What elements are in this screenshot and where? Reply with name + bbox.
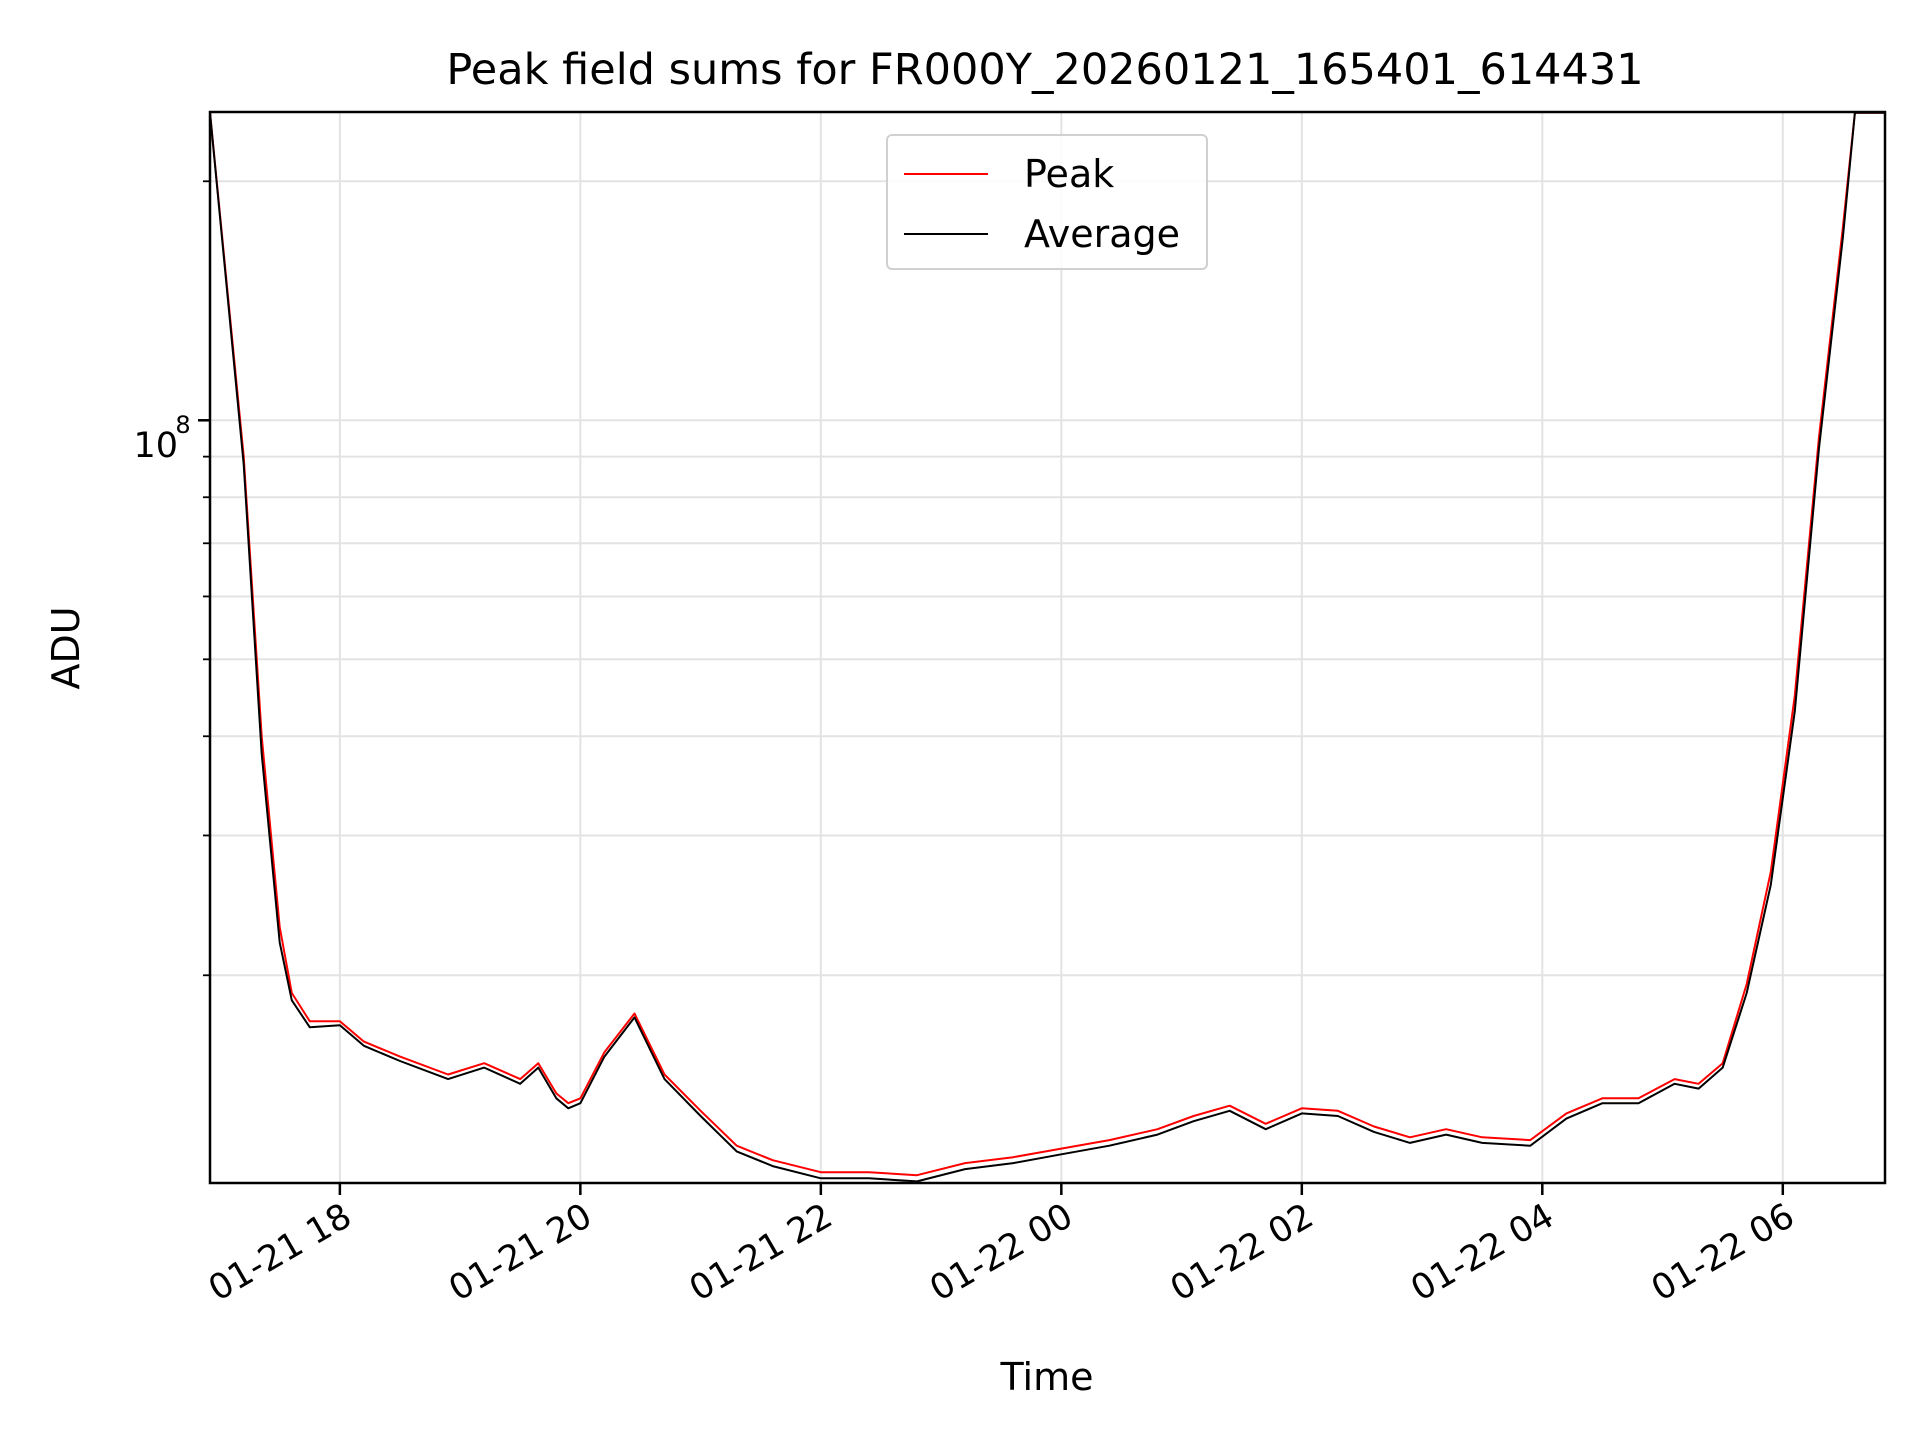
legend: Peak Average bbox=[886, 134, 1208, 270]
series-line-peak bbox=[209, 111, 1885, 1177]
series-layer bbox=[209, 111, 1885, 1183]
x-tick-label: 01-21 18 bbox=[202, 1196, 358, 1309]
x-tick-label: 01-22 02 bbox=[1164, 1196, 1320, 1309]
plot-frame bbox=[208, 110, 1887, 1185]
grid-layer bbox=[210, 112, 1885, 1183]
legend-swatch-average bbox=[904, 233, 988, 235]
series-line-average bbox=[209, 111, 1885, 1183]
legend-label-peak: Peak bbox=[1024, 152, 1115, 196]
legend-label-average: Average bbox=[1024, 212, 1181, 256]
x-axis-label: Time bbox=[1000, 1355, 1094, 1399]
x-tick-label: 01-21 22 bbox=[683, 1196, 839, 1309]
legend-swatch-peak bbox=[904, 173, 988, 175]
ticks-layer: 01-21 18 01-21 20 01-21 22 01-22 00 01-22 02… bbox=[198, 180, 1801, 1309]
x-tick-label: 01-22 00 bbox=[924, 1196, 1080, 1309]
y-tick-label-base: 10 bbox=[133, 426, 178, 466]
legend-item-peak: Peak bbox=[904, 152, 1115, 196]
y-axis-label: ADU bbox=[44, 606, 88, 689]
chart-title: Peak field sums for FR000Y_20260121_1654… bbox=[446, 45, 1643, 95]
legend-item-average: Average bbox=[904, 212, 1181, 256]
x-tick-label: 01-21 20 bbox=[443, 1196, 599, 1309]
y-tick-label-exponent: 8 bbox=[175, 411, 190, 439]
x-tick-label: 01-22 04 bbox=[1405, 1196, 1561, 1309]
x-tick-label: 01-22 06 bbox=[1645, 1196, 1801, 1309]
y-tick-label-1e8: 10 8 bbox=[133, 411, 190, 466]
